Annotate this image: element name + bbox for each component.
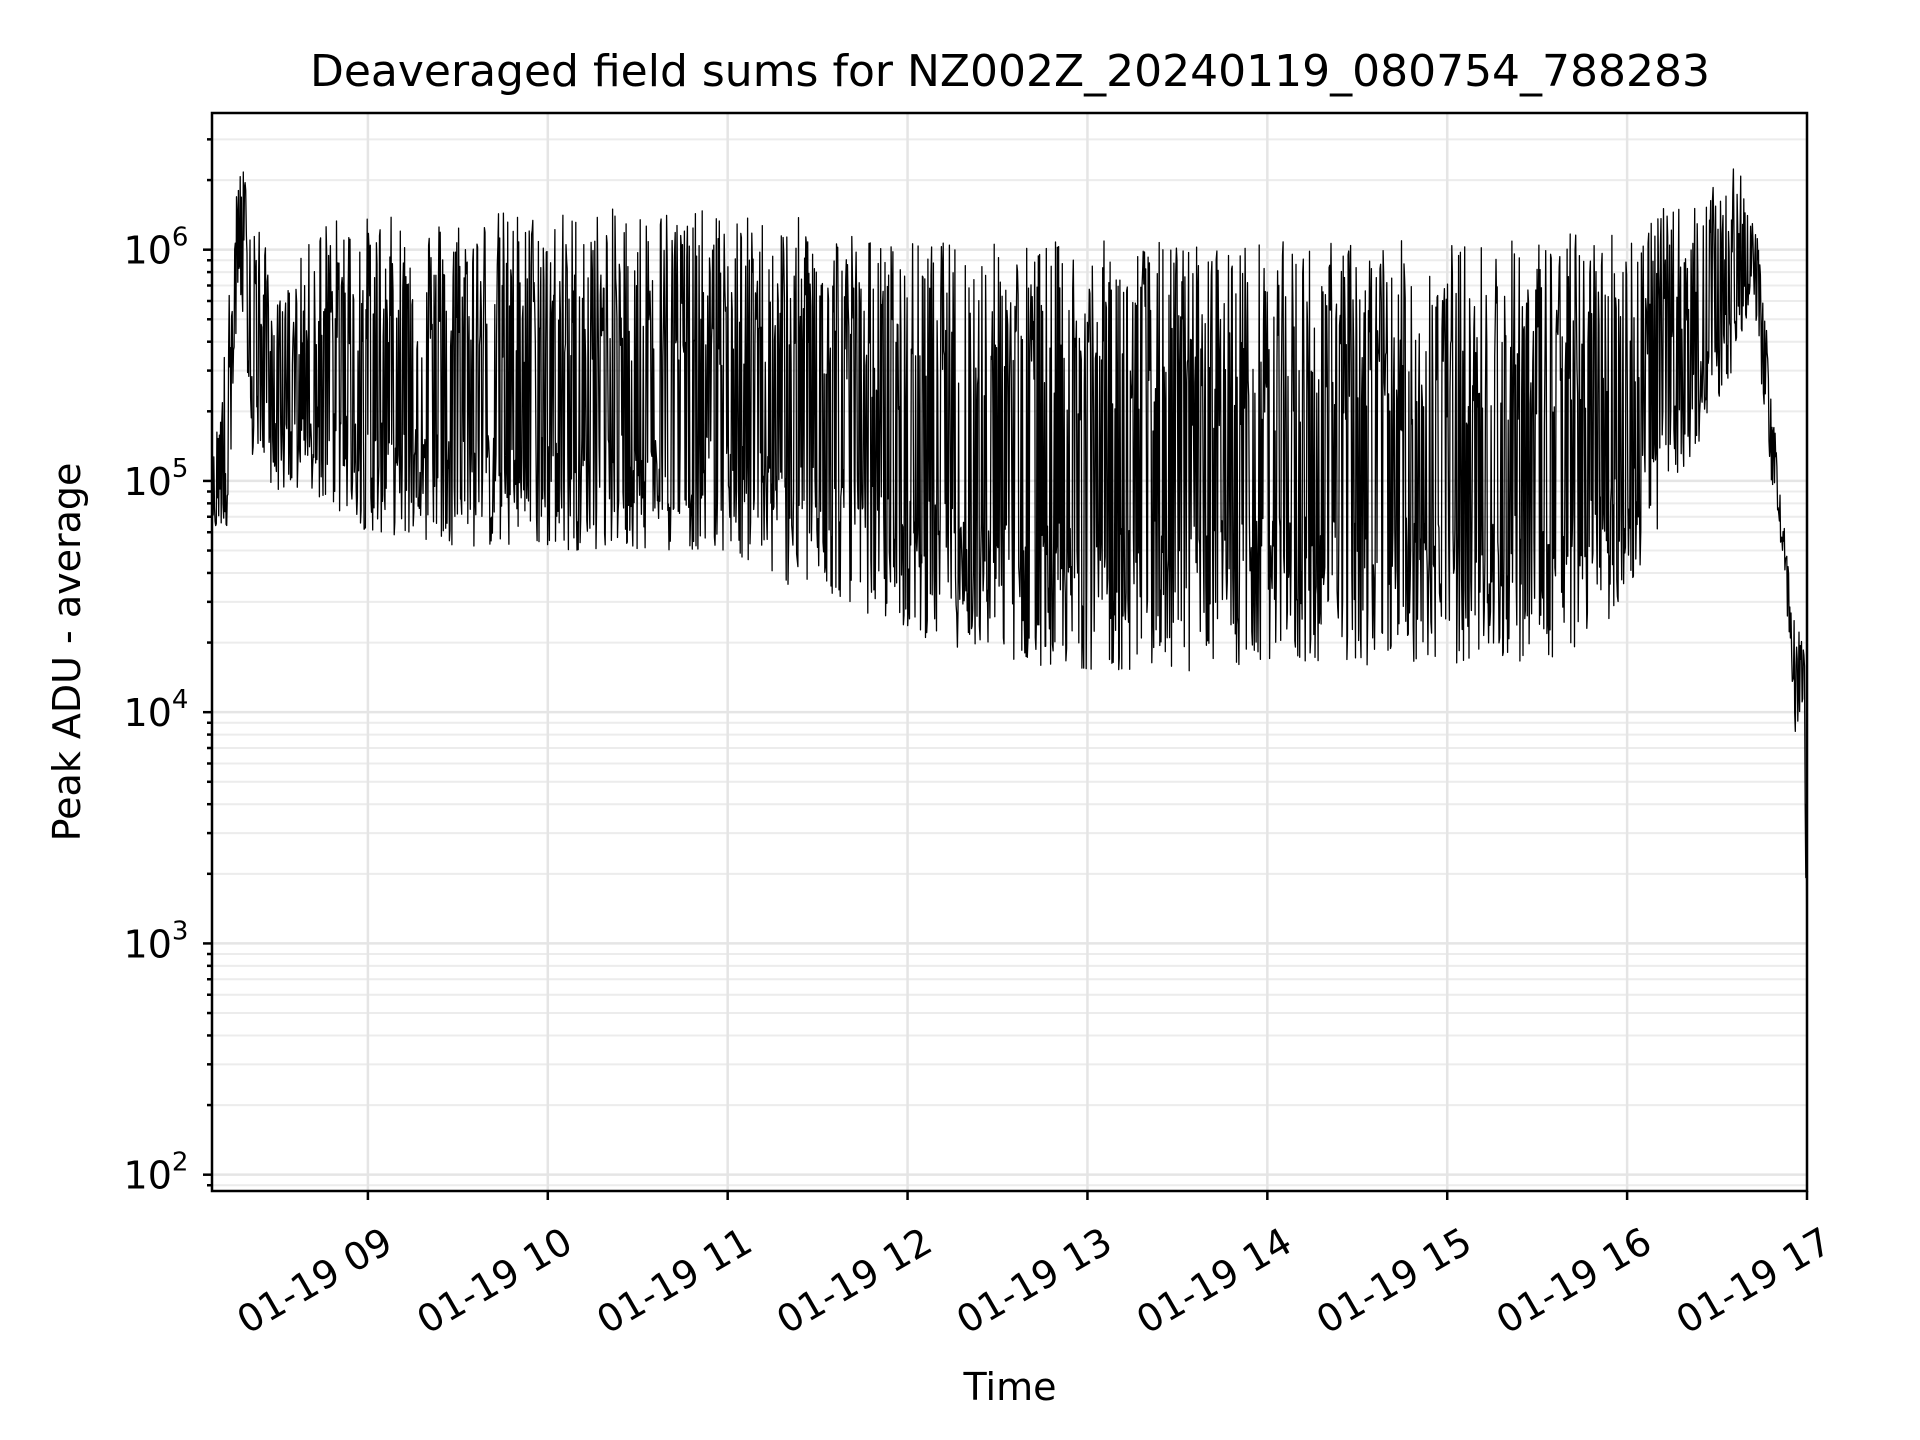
y-tick-label: 105 bbox=[124, 454, 189, 504]
plot-frame bbox=[210, 111, 1809, 1193]
y-tick-label: 106 bbox=[124, 223, 189, 273]
y-tick-base: 10 bbox=[124, 1154, 172, 1198]
x-axis-label: Time bbox=[963, 1365, 1057, 1409]
y-tick-label: 103 bbox=[124, 916, 189, 966]
y-tick-exponent: 2 bbox=[172, 1148, 189, 1178]
series-line bbox=[211, 168, 1808, 1051]
y-tick-exponent: 6 bbox=[172, 223, 189, 253]
y-tick-exponent: 5 bbox=[172, 454, 189, 484]
y-tick-base: 10 bbox=[124, 691, 172, 735]
y-tick-base: 10 bbox=[124, 460, 172, 504]
y-tick-base: 10 bbox=[124, 922, 172, 966]
chart-title: Deaveraged field sums for NZ002Z_2024011… bbox=[310, 46, 1710, 97]
y-tick-label: 104 bbox=[124, 685, 189, 735]
y-tick-exponent: 4 bbox=[172, 685, 189, 715]
y-tick-base: 10 bbox=[124, 229, 172, 273]
y-tick-label: 102 bbox=[124, 1148, 189, 1198]
y-axis-label: Peak ADU - average bbox=[45, 463, 89, 842]
y-tick-exponent: 3 bbox=[172, 916, 189, 946]
